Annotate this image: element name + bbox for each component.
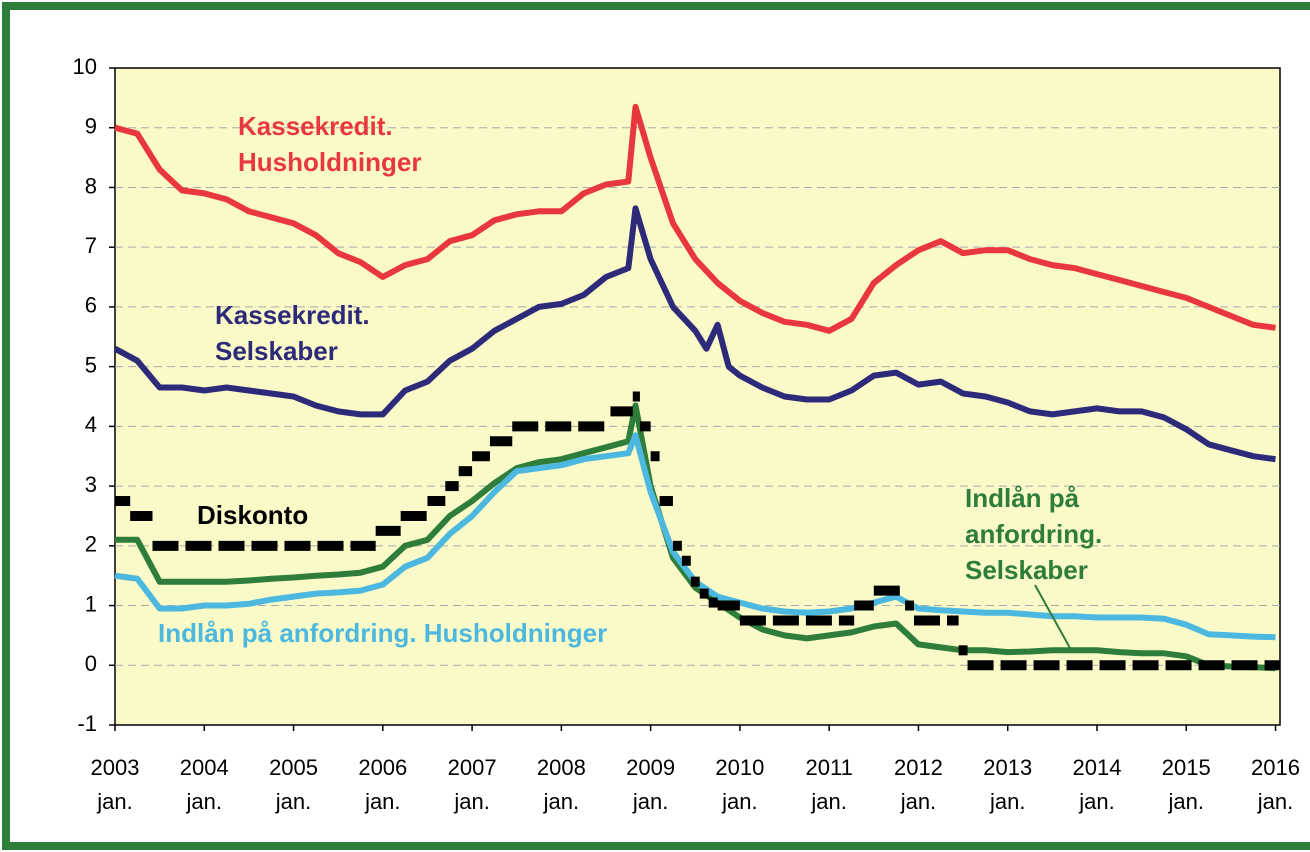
label-leader (1034, 584, 1071, 649)
series-label: anfordring. (965, 519, 1102, 549)
y-tick-label: 5 (85, 352, 97, 377)
x-tick-label: 2008 (537, 755, 586, 780)
x-tick-label: 2010 (715, 755, 764, 780)
x-tick-label: 2004 (180, 755, 229, 780)
x-tick-sublabel: jan. (364, 789, 400, 814)
y-tick-label: 9 (85, 114, 97, 139)
x-tick-sublabel: jan. (1257, 789, 1293, 814)
x-tick-sublabel: jan. (186, 789, 222, 814)
series-line (113, 205, 1276, 463)
series-line (114, 432, 1276, 641)
y-tick-label: 4 (85, 412, 97, 437)
series-label: Kassekredit. (215, 300, 370, 330)
x-tick-label: 2009 (626, 755, 675, 780)
x-tick-label: 2015 (1162, 755, 1211, 780)
x-tick-sublabel: jan. (810, 789, 846, 814)
x-tick-sublabel: jan. (721, 789, 757, 814)
x-tick-label: 2005 (269, 755, 318, 780)
x-tick-label: 2012 (894, 755, 943, 780)
series-label: Kassekredit. (238, 111, 393, 141)
series-label: Indlån på (965, 483, 1080, 513)
y-tick-label: -1 (77, 711, 97, 736)
series-label: Diskonto (197, 500, 308, 530)
y-tick-label: 2 (85, 532, 97, 557)
y-tick-label: 7 (85, 233, 97, 258)
y-tick-label: 3 (85, 472, 97, 497)
y-tick-label: 6 (85, 293, 97, 318)
x-tick-sublabel: jan. (96, 789, 132, 814)
series-label: Selskaber (215, 336, 338, 366)
x-tick-sublabel: jan. (989, 789, 1025, 814)
series-label: Husholdninger (238, 147, 421, 177)
y-tick-label: 10 (73, 54, 97, 79)
x-tick-label: 2003 (91, 755, 140, 780)
x-tick-sublabel: jan. (632, 789, 668, 814)
x-tick-sublabel: jan. (900, 789, 936, 814)
x-tick-label: 2013 (983, 755, 1032, 780)
x-tick-label: 2014 (1073, 755, 1122, 780)
x-tick-sublabel: jan. (1168, 789, 1204, 814)
series-line (115, 402, 1276, 672)
series-line (114, 103, 1276, 334)
x-tick-sublabel: jan. (275, 789, 311, 814)
x-tick-label: 2016 (1251, 755, 1300, 780)
y-tick-label: 1 (85, 591, 97, 616)
x-tick-label: 2006 (358, 755, 407, 780)
x-tick-label: 2007 (448, 755, 497, 780)
x-tick-sublabel: jan. (543, 789, 579, 814)
x-tick-label: 2011 (806, 755, 853, 780)
x-tick-sublabel: jan. (453, 789, 489, 814)
y-tick-label: 8 (85, 173, 97, 198)
series-label: Indlån på anfordring. Husholdninger (158, 618, 607, 648)
x-tick-sublabel: jan. (1078, 789, 1114, 814)
y-tick-label: 0 (85, 651, 97, 676)
series-label: Selskaber (965, 555, 1088, 585)
